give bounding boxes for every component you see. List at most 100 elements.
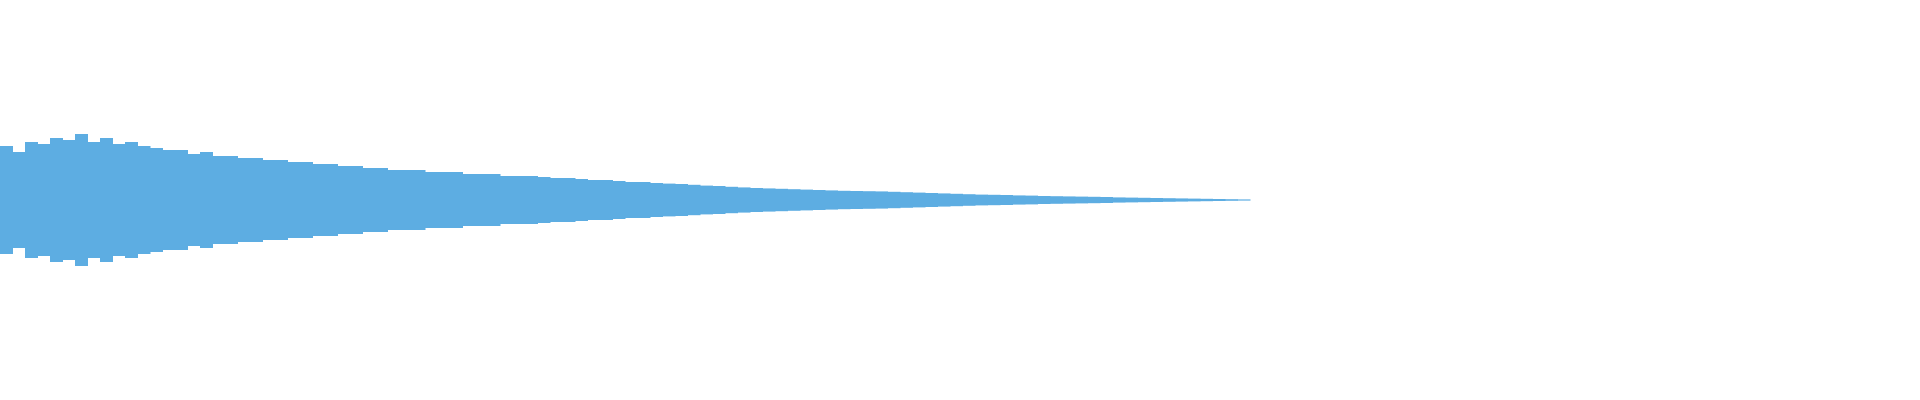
peak	[1062, 196, 1076, 204]
peak	[537, 177, 551, 223]
peak	[275, 160, 288, 240]
peak	[862, 191, 876, 209]
peak	[0, 146, 13, 254]
peak	[337, 166, 351, 234]
peak	[375, 168, 388, 232]
peak	[12, 152, 26, 248]
peak	[450, 172, 463, 228]
peak	[262, 160, 276, 240]
peak	[837, 190, 851, 210]
peak	[1200, 198, 1213, 202]
peak	[1187, 198, 1201, 202]
peak	[662, 183, 676, 217]
peak	[562, 178, 576, 222]
peak	[1025, 195, 1038, 205]
peak	[737, 187, 751, 213]
peak	[650, 183, 663, 217]
peak	[175, 150, 188, 250]
peak	[137, 146, 151, 254]
peak	[575, 179, 588, 221]
peak	[950, 193, 963, 207]
peak	[637, 182, 651, 218]
peak	[300, 162, 313, 238]
peak	[1100, 197, 1113, 203]
peak	[762, 188, 776, 212]
peak	[625, 182, 638, 218]
peak	[287, 162, 301, 238]
peak	[475, 174, 488, 226]
peak	[487, 174, 501, 226]
peak	[1137, 197, 1151, 203]
peak	[787, 189, 801, 211]
peak	[62, 140, 76, 260]
peak	[612, 181, 626, 219]
peak	[412, 170, 426, 230]
peak	[687, 184, 701, 216]
peak	[875, 191, 888, 209]
peak	[125, 142, 138, 258]
peak	[187, 154, 201, 246]
peak	[1162, 198, 1176, 202]
peak	[937, 193, 951, 207]
peak	[925, 193, 938, 207]
peak	[600, 180, 613, 220]
peak	[812, 190, 826, 210]
peak	[400, 170, 413, 230]
peak	[75, 134, 88, 266]
peak	[387, 170, 401, 230]
peak	[312, 164, 326, 236]
peak	[725, 186, 738, 214]
peak	[1175, 198, 1188, 202]
peak	[750, 188, 763, 212]
peak	[962, 194, 976, 206]
peak	[112, 144, 126, 256]
peak	[800, 189, 813, 211]
peak	[700, 185, 713, 215]
peak	[850, 191, 863, 209]
peak	[712, 186, 726, 214]
peak	[1000, 195, 1013, 205]
peak	[987, 194, 1001, 206]
peak	[775, 188, 788, 212]
peak	[512, 176, 526, 224]
peak	[525, 176, 538, 224]
peak	[1012, 195, 1026, 205]
peak	[100, 138, 113, 262]
peak	[1112, 197, 1126, 203]
peak	[150, 148, 163, 252]
peak	[500, 176, 513, 224]
peak	[1125, 197, 1138, 203]
peak	[975, 194, 988, 206]
peak	[550, 178, 563, 222]
peak	[350, 166, 363, 234]
peak	[50, 138, 63, 262]
peak	[237, 158, 251, 242]
peak	[587, 180, 601, 220]
peak	[900, 192, 913, 208]
peak	[225, 156, 238, 244]
peak	[1037, 196, 1051, 204]
peak	[162, 150, 176, 250]
peak	[325, 164, 338, 236]
peak	[675, 184, 688, 216]
peak	[200, 152, 213, 248]
peak	[425, 172, 438, 228]
peak	[912, 192, 926, 208]
peak	[1150, 198, 1163, 202]
peak	[25, 142, 38, 258]
peak	[1050, 196, 1063, 204]
peak	[1075, 196, 1088, 204]
peak	[362, 168, 376, 232]
peak	[825, 190, 838, 210]
peak	[887, 191, 901, 209]
peak	[1212, 199, 1226, 201]
peak	[1237, 199, 1251, 201]
peak	[1087, 196, 1101, 204]
peak	[1225, 199, 1238, 201]
peak	[437, 172, 451, 228]
peak	[37, 144, 51, 256]
peak	[462, 174, 476, 226]
peak	[212, 156, 226, 244]
